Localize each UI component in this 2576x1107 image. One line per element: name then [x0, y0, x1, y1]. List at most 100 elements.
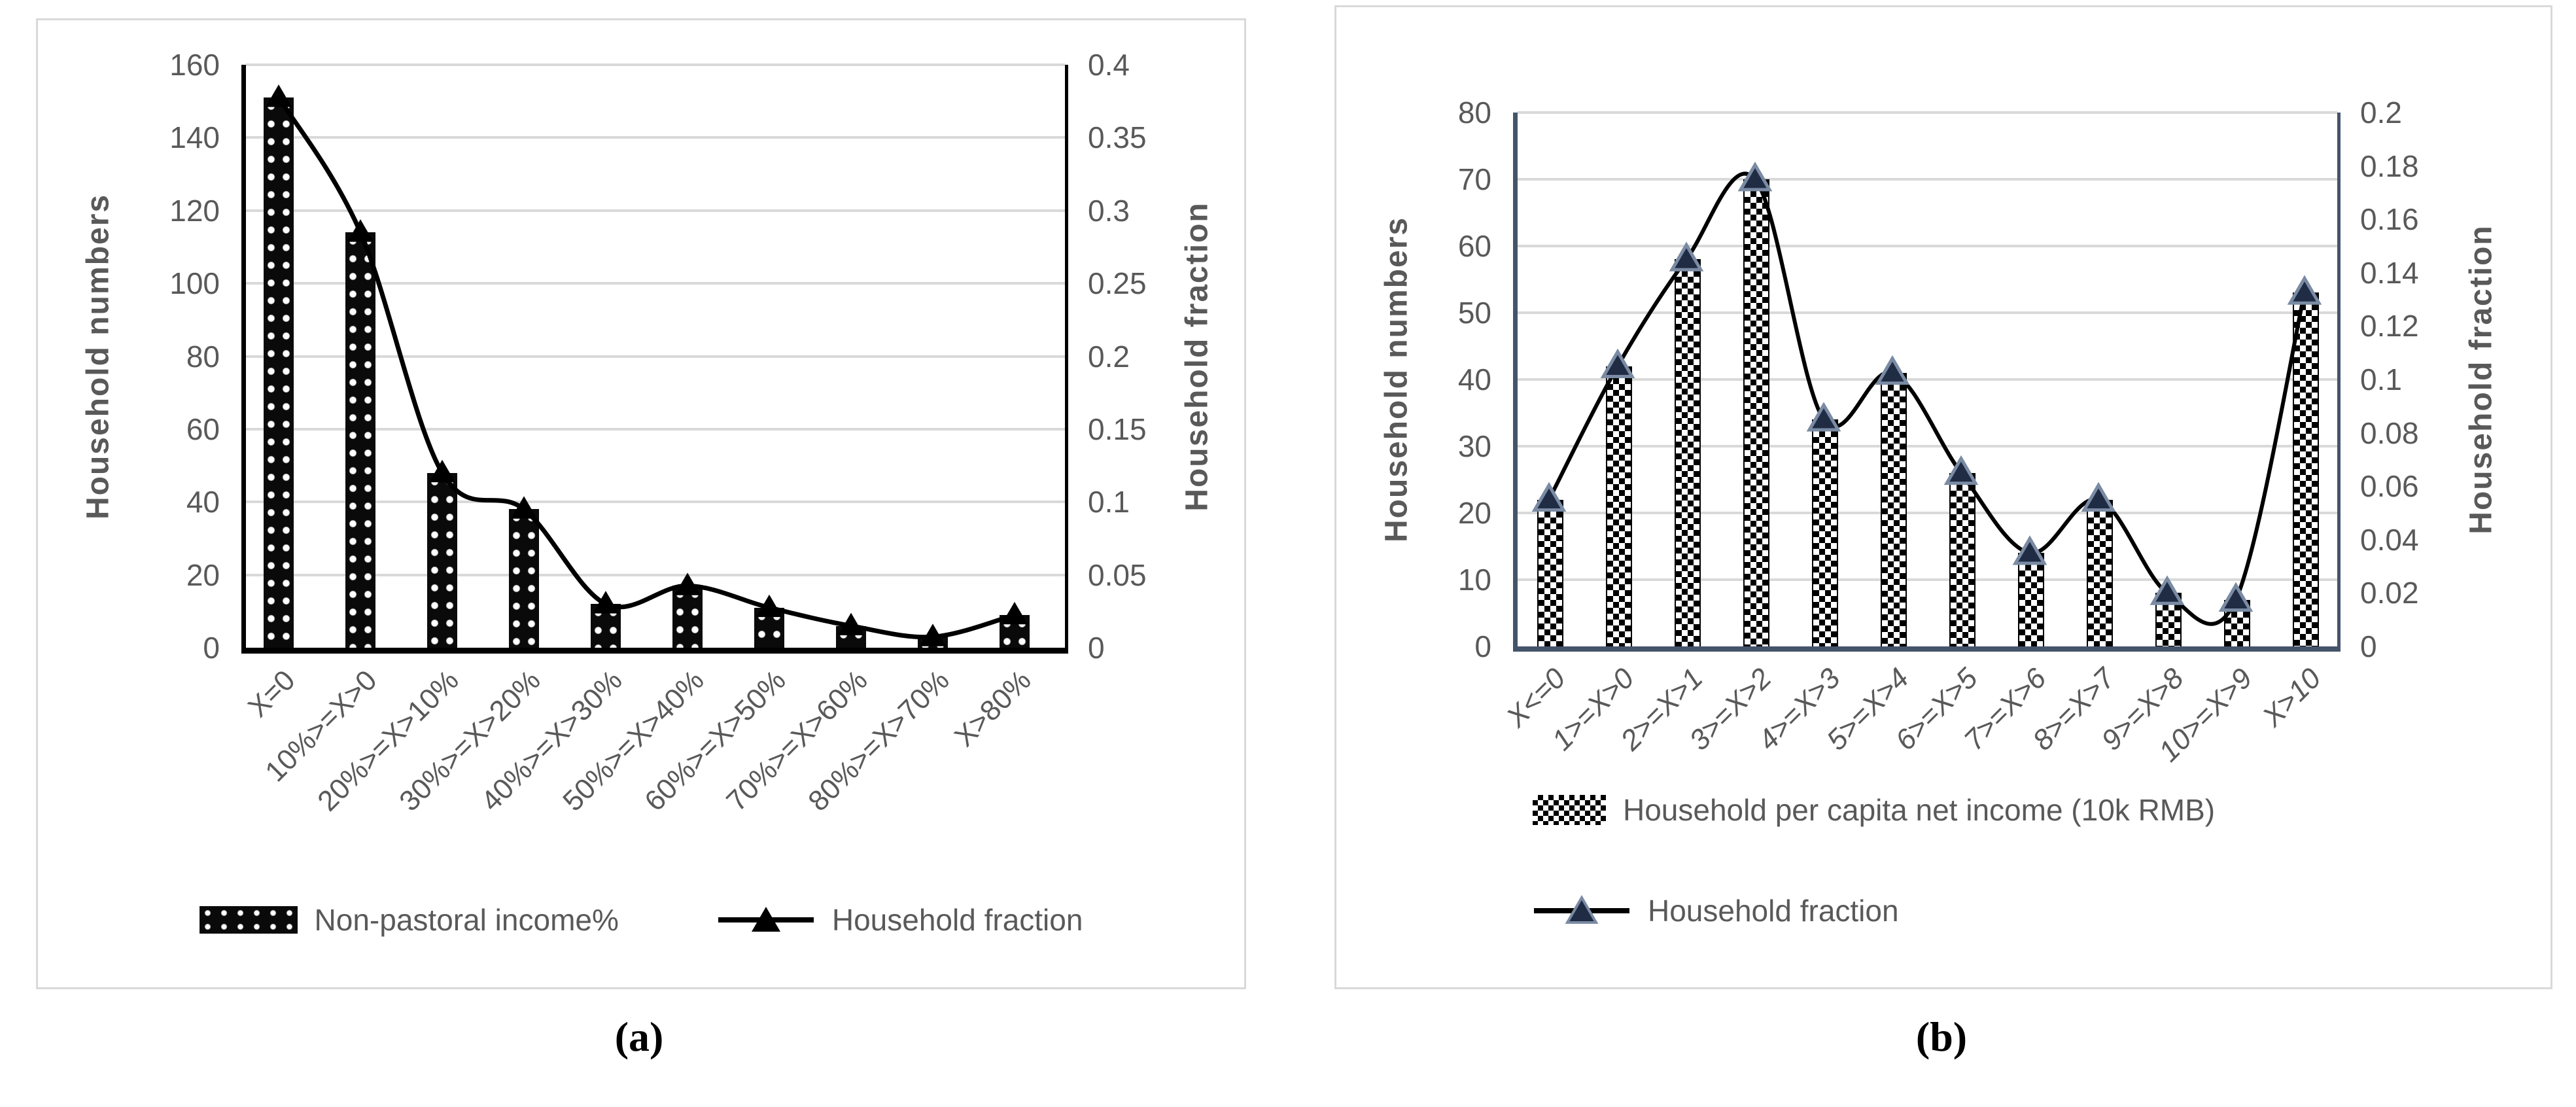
y-axis-tick-label-right: 0.1 — [1088, 485, 1130, 519]
y-axis-tick-label-right: 0.16 — [2360, 202, 2419, 237]
legend-item: Household per capita net income (10k RMB… — [1533, 792, 2215, 828]
line-triangle-swatch — [718, 907, 814, 932]
triangle-marker — [2012, 535, 2047, 565]
chart-panel-a: 160 140 120 100 80 60 40 20 0 0.4 0.35 0.3 0.25 0.2 0.… — [36, 18, 1246, 989]
y-axis-tick-label-right: 0.14 — [2360, 255, 2419, 290]
y-axis-tick-label-right: 0.25 — [1088, 266, 1147, 301]
gridline — [1518, 512, 2337, 514]
triangle-marker — [511, 496, 537, 519]
y-axis-tick-label-left: 40 — [186, 485, 220, 519]
gridline — [1518, 378, 2337, 381]
bar — [427, 472, 457, 648]
line-series — [1531, 162, 2322, 626]
triangle-marker — [429, 459, 455, 483]
legend-triangle-marker — [1565, 895, 1599, 924]
y-axis-tick-label-left: 50 — [1457, 296, 1491, 330]
caption-b: (b) — [1915, 1013, 1968, 1060]
y-axis-tick-label-right: 0.3 — [1088, 193, 1130, 228]
triangle-marker — [1001, 601, 1028, 625]
legend-item: Household fraction — [717, 902, 1083, 938]
gridline — [1518, 178, 2337, 181]
y-axis-tick-label-right: 0 — [2360, 629, 2377, 663]
y-axis-tick-label-left: 100 — [169, 266, 220, 301]
y-axis-tick-label-right: 0.4 — [1088, 48, 1130, 82]
y-axis-tick-label-left: 30 — [1457, 429, 1491, 463]
triangle-marker — [593, 591, 619, 614]
bar — [1606, 366, 1632, 646]
y-axis-tick-label-left: 70 — [1457, 162, 1491, 196]
bar — [1537, 499, 1563, 646]
line-path — [1547, 171, 2306, 626]
triangle-marker — [1875, 355, 1910, 385]
chart-panel-b: 80 70 60 50 40 30 20 10 0 0.2 0.18 0.16 0.14 0.12 0.1 0… — [1334, 5, 2552, 989]
gridline — [1518, 245, 2337, 247]
line-series — [266, 84, 1028, 646]
y-axis-tick-label-right: 0.2 — [1088, 339, 1130, 374]
triangle-marker — [674, 572, 701, 595]
legend-label: Household per capita net income (10k RMB… — [1623, 793, 2216, 827]
legend-label: Household fraction — [1648, 894, 1899, 928]
y-axis-tick-label-left: 60 — [1457, 229, 1491, 263]
y-axis-tick-label-right: 0.2 — [2360, 96, 2402, 130]
y-axis-tick-label-left: 60 — [186, 412, 220, 446]
y-axis-tick-label-right: 0.05 — [1088, 557, 1147, 592]
y-axis-tick-label-left: 0 — [203, 631, 220, 665]
y-axis-tick-label-right: 0.12 — [2360, 309, 2419, 343]
triangle-marker — [2287, 275, 2322, 305]
gridline — [246, 282, 1065, 285]
triangle-marker — [756, 594, 782, 618]
checker-bar-swatch — [1533, 795, 1606, 825]
bar — [672, 586, 703, 648]
left-axis-title: Household numbers — [1379, 216, 1414, 543]
gridline — [246, 63, 1065, 66]
legend-item: Household fraction — [1533, 893, 1899, 928]
legend-label: Non-pastoral income% — [314, 903, 619, 937]
y-axis-tick-label-left: 0 — [1474, 629, 1491, 663]
y-axis-tick-label-left: 80 — [1457, 96, 1491, 130]
bar — [345, 232, 375, 648]
bar — [1812, 419, 1838, 646]
triangle-marker — [1737, 162, 1773, 192]
line-triangle-swatch — [1534, 895, 1629, 924]
legend-triangle-marker — [751, 907, 780, 932]
triangle-marker — [2150, 575, 2185, 605]
legend-label: Household fraction — [831, 903, 1083, 937]
y-axis-tick-label-left: 40 — [1457, 362, 1491, 396]
y-axis-tick-label-right: 0 — [1088, 631, 1105, 665]
triangle-marker — [920, 624, 946, 646]
legend: Household per capita net income (10k RMB… — [1533, 792, 2215, 928]
triangle-marker — [1669, 241, 1704, 272]
bar — [264, 97, 294, 648]
gridline — [246, 209, 1065, 212]
right-axis-title: Household fraction — [2463, 224, 2499, 535]
y-axis-tick-label-left: 10 — [1457, 563, 1491, 597]
gridline — [246, 136, 1065, 139]
y-axis-tick-label-right: 0.08 — [2360, 415, 2419, 450]
bar — [1743, 179, 1769, 646]
legend-item: Non-pastoral income% — [199, 902, 619, 938]
bar — [2087, 499, 2113, 646]
gridline — [1518, 445, 2337, 448]
plot-area — [1513, 111, 2341, 652]
gridline — [1518, 578, 2337, 581]
gridline — [246, 427, 1065, 430]
y-axis-tick-label-left: 80 — [186, 339, 220, 374]
gridline — [1518, 311, 2337, 314]
bar — [2293, 292, 2319, 646]
gridline — [246, 355, 1065, 358]
plot-area — [241, 63, 1068, 654]
y-axis-tick-label-right: 0.1 — [2360, 362, 2402, 396]
triangle-marker — [2081, 482, 2116, 512]
left-axis-title: Household numbers — [80, 193, 116, 519]
gridline — [1518, 111, 2337, 114]
y-axis-tick-label-right: 0.15 — [1088, 412, 1147, 446]
triangle-marker — [266, 84, 292, 107]
triangle-marker — [1600, 348, 1635, 378]
bar — [1881, 372, 1907, 646]
gridline — [246, 573, 1065, 576]
y-axis-tick-label-right: 0.06 — [2360, 469, 2419, 504]
right-axis-title: Household fraction — [1179, 201, 1215, 512]
triangle-marker — [838, 612, 864, 635]
triangle-marker — [2218, 582, 2254, 612]
